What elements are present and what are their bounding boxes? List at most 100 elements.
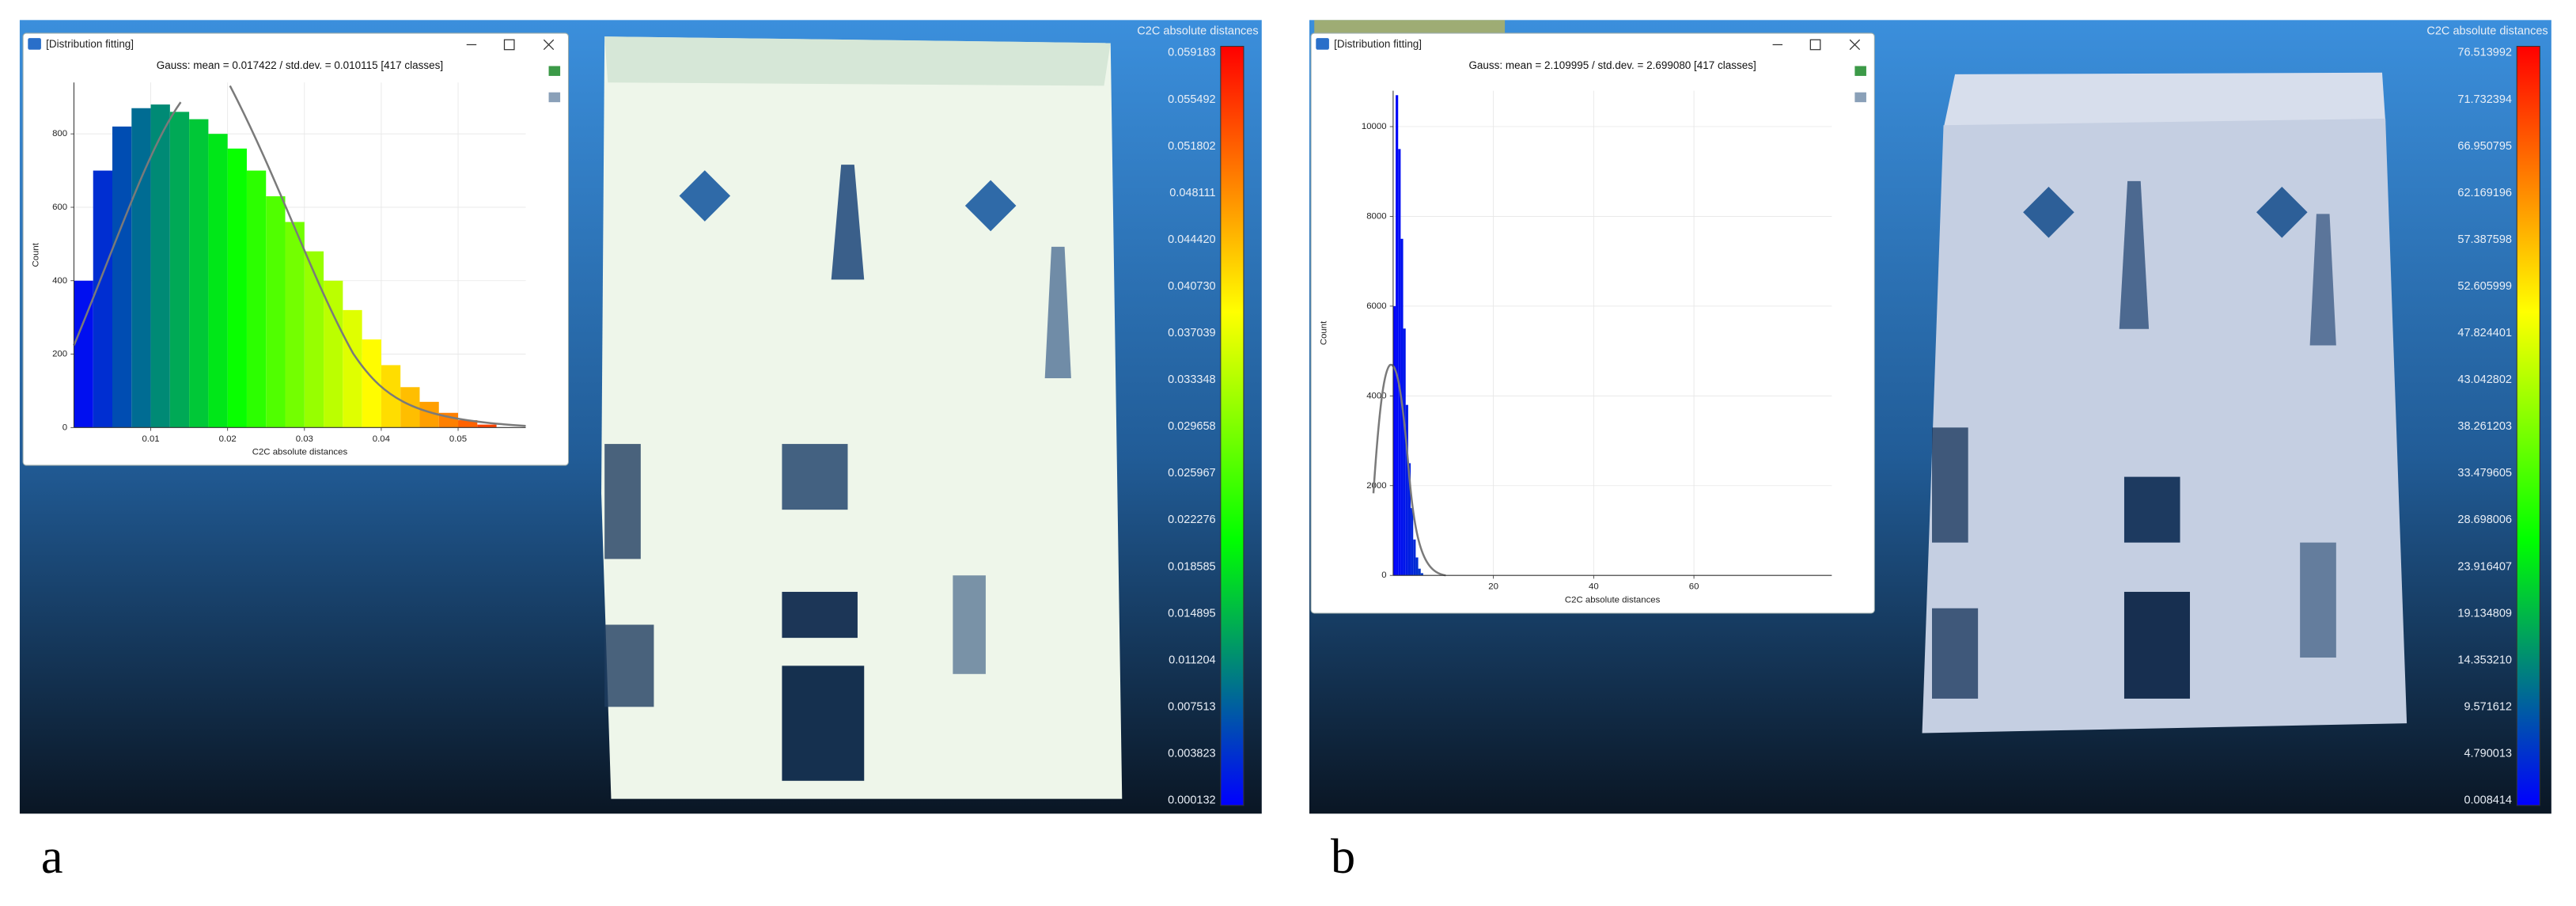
histogram-bar (1415, 557, 1419, 576)
histogram-bar (477, 424, 497, 428)
histogram-bar (324, 280, 343, 428)
scale-title: C2C absolute distances (1137, 25, 1258, 38)
scale-label: 14.353210 (2457, 654, 2512, 666)
y-tick-label: 6000 (1366, 301, 1386, 311)
histogram-bar (131, 108, 151, 428)
scale-label: 66.950795 (2457, 140, 2512, 153)
scale-label: 0.033348 (1168, 373, 1216, 386)
dialog-title: [Distribution fitting] (46, 38, 134, 50)
panel-label: b (1331, 829, 1355, 884)
scale-label: 23.916407 (2457, 560, 2512, 573)
histogram-bar (112, 126, 132, 428)
y-axis-label: Count (32, 242, 41, 267)
scale-label: 4.790013 (2464, 747, 2512, 760)
y-tick-label: 800 (52, 129, 67, 138)
scale-label: 0.008414 (2464, 794, 2512, 807)
window-tab (1314, 20, 1506, 33)
histogram-bar (1405, 404, 1408, 576)
scale-label: 0.055492 (1168, 93, 1216, 106)
histogram-bar (150, 104, 170, 428)
x-tick-label: 0.02 (219, 434, 237, 444)
scale-label: 0.048111 (1169, 187, 1215, 199)
x-tick-label: 0.04 (373, 434, 391, 444)
y-axis-label: Count (1320, 320, 1329, 345)
scale-label: 0.040730 (1168, 280, 1216, 293)
dialog: [Distribution fitting] Gauss: mean = 2.10… (1310, 32, 1875, 614)
export-icon (548, 66, 561, 76)
y-tick-label: 8000 (1366, 211, 1386, 221)
histogram-bar (458, 420, 478, 428)
export-icon (1854, 66, 1866, 76)
histogram-bar (1392, 305, 1396, 576)
close-button (543, 39, 555, 51)
scale-label: 0.018585 (1168, 560, 1216, 573)
histogram-bar (208, 134, 228, 428)
histogram-bar (189, 119, 209, 428)
x-tick-label: 0.05 (449, 434, 467, 444)
scale-label: 19.134809 (2457, 607, 2512, 620)
scale-label: 0.029658 (1168, 420, 1216, 433)
tool-icon (1854, 92, 1866, 103)
y-tick-label: 0 (1381, 571, 1386, 580)
dialog-title: [Distribution fitting] (1334, 38, 1422, 50)
x-axis-label: C2C absolute distances (252, 447, 348, 457)
y-tick-label: 2000 (1366, 481, 1386, 491)
y-tick-label: 0 (63, 423, 67, 432)
scale-label: 52.605999 (2457, 280, 2512, 293)
gauss-text: Gauss: mean = 2.109995 / std.dev. = 2.69… (1468, 59, 1756, 71)
scale-label: 0.007513 (1168, 700, 1216, 713)
scale-label: 71.732394 (2457, 93, 2512, 106)
histogram-bar (304, 251, 324, 428)
histogram-bar (1396, 95, 1399, 576)
scale-label: 43.042802 (2457, 373, 2512, 386)
histogram-bar (1411, 508, 1414, 576)
scale-label: 9.571612 (2464, 700, 2512, 713)
dialog-frame (1310, 32, 1875, 614)
histogram-bar (1418, 568, 1421, 576)
histogram-bar (1413, 539, 1416, 576)
scale-label: 62.169196 (2457, 187, 2512, 199)
x-axis-label: C2C absolute distances (1565, 595, 1661, 605)
y-tick-label: 10000 (1362, 122, 1387, 131)
dialog: [Distribution fitting] Gauss: mean = 0.01… (22, 32, 569, 466)
x-tick-label: 0.03 (296, 434, 313, 444)
histogram-bar (246, 170, 267, 428)
y-tick-label: 4000 (1366, 391, 1386, 400)
color-scale (2516, 46, 2540, 806)
maximize-button (503, 39, 515, 51)
scale-title: C2C absolute distances (2426, 25, 2548, 38)
app-icon (28, 38, 41, 50)
scale-label: 0.051802 (1168, 140, 1216, 153)
histogram-bar (285, 222, 305, 428)
maximize-button (1809, 39, 1821, 51)
histogram-bar (93, 170, 113, 428)
scale-label: 0.000132 (1168, 794, 1216, 807)
histogram-bar (1420, 573, 1423, 576)
scale-label: 76.513992 (2457, 47, 2512, 59)
scale-label: 28.698006 (2457, 514, 2512, 526)
histogram-bar (381, 365, 401, 428)
scale-label: 0.011204 (1169, 654, 1215, 666)
scale-label: 47.824401 (2457, 327, 2512, 339)
histogram-bar (266, 196, 286, 428)
x-tick-label: 60 (1689, 582, 1699, 592)
histogram-bar (1398, 149, 1401, 576)
scale-label: 0.022276 (1168, 514, 1216, 526)
histogram-bar (343, 309, 362, 428)
scale-label: 57.387598 (2457, 233, 2512, 246)
x-tick-label: 0.01 (142, 434, 159, 444)
scale-label: 0.014895 (1168, 607, 1216, 620)
scale-label: 0.059183 (1168, 47, 1216, 59)
y-tick-label: 600 (52, 203, 67, 212)
scale-label: 0.003823 (1168, 747, 1216, 760)
app-icon (1316, 38, 1329, 50)
histogram-bar (169, 112, 190, 428)
scale-label: 33.479605 (2457, 467, 2512, 480)
gauss-curve (73, 85, 526, 427)
histogram-bar (1403, 328, 1406, 576)
histogram-bar (1407, 463, 1411, 576)
color-scale (1220, 46, 1244, 806)
histogram-bar (227, 148, 247, 428)
y-tick-label: 400 (52, 276, 67, 286)
